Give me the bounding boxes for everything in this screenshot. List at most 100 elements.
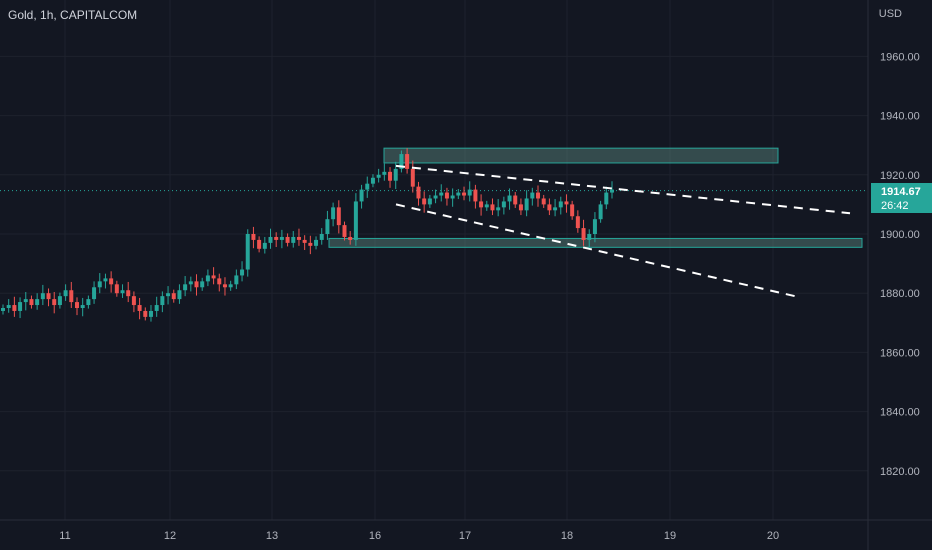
candle-body [183,284,188,291]
candle-body [52,299,57,306]
candle-body [200,281,205,288]
candle-body [274,236,279,240]
candle-body [171,293,176,300]
price-tick-label: 1940.00 [880,111,920,123]
candle-body [513,195,518,205]
candle-body [29,299,34,306]
candle-body [610,189,614,193]
candle-body [240,269,245,276]
support-zone [328,237,863,248]
candle-body [137,305,142,311]
candle-body [422,198,427,205]
candle-body [587,234,592,240]
candle-body [462,192,467,196]
candle-body [501,201,506,208]
candle-body [348,236,353,240]
candle-body [388,171,393,181]
candle-body [57,296,62,306]
candle-body [570,204,575,217]
candle-body [507,195,512,202]
candle-body [194,281,199,288]
candle-body [148,310,153,317]
candle-body [336,207,341,226]
candle-body [592,219,597,234]
candle-body [103,278,108,282]
candle-body [262,242,267,249]
candle-body [109,278,114,285]
candle-body [450,195,455,199]
candle-body [166,293,171,297]
candle-body [410,168,415,187]
time-tick-label: 12 [164,530,176,542]
candle-body [359,189,364,202]
candle-body [536,192,541,199]
candle-body [143,310,148,317]
candle-body [69,290,74,303]
time-tick-label: 18 [561,530,573,542]
candle-body [245,234,250,270]
candle-body [416,186,421,199]
time-tick-label: 17 [459,530,471,542]
candle-body [6,305,11,308]
candle-body [291,236,296,243]
candle-body [604,192,609,205]
lower-trendline [395,203,796,298]
candle-countdown: 26:42 [881,200,909,212]
price-tick-label: 1860.00 [880,347,920,359]
candle-body [126,290,131,297]
candle-body [120,290,125,294]
candle-body [524,198,529,211]
candle-body [439,192,444,196]
candle-body [467,189,472,196]
candle-body [74,302,79,308]
price-tick-label: 1820.00 [880,466,920,478]
price-tick-label: 1840.00 [880,407,920,419]
candle-body [188,281,193,285]
candle-body [205,275,210,282]
candle-body [581,228,586,240]
time-tick-label: 13 [266,530,278,542]
candle-body [456,192,461,196]
candle-body [97,281,102,288]
candle-body [427,198,432,205]
candle-body [319,234,324,240]
candle-body [222,284,227,288]
price-tick-label: 1900.00 [880,229,920,241]
candle-body [217,278,222,285]
candle-body [598,204,603,220]
upper-trendline [395,164,851,215]
candle-body [530,192,535,199]
candle-body [1,308,5,311]
candle-body [370,177,375,184]
candle-body [575,216,580,229]
candle-body [473,189,478,202]
candle-body [433,195,438,199]
candle-body [479,201,484,208]
time-tick-label: 20 [767,530,779,542]
candle-body [63,290,68,297]
candle-body [279,236,284,240]
candle-body [444,192,449,199]
symbol-title[interactable]: Gold, 1h, CAPITALCOM [8,8,138,22]
time-tick-label: 11 [59,530,70,542]
candle-body [46,293,51,300]
candle-body [296,236,301,240]
candle-body [12,305,17,311]
candle-body [331,207,336,220]
price-tick-label: 1880.00 [880,288,920,300]
candle-body [114,284,119,294]
candle-body [490,204,495,211]
candle-body [92,287,97,300]
candle-body [382,171,387,175]
candle-body [558,201,563,208]
candle-body [268,236,273,243]
candle-body [23,299,28,303]
candle-body [308,242,313,246]
candle-body [251,234,256,240]
candle-body [541,198,546,205]
candle-body [86,299,91,306]
candle-body [393,168,398,181]
price-tick-label: 1920.00 [880,170,920,182]
